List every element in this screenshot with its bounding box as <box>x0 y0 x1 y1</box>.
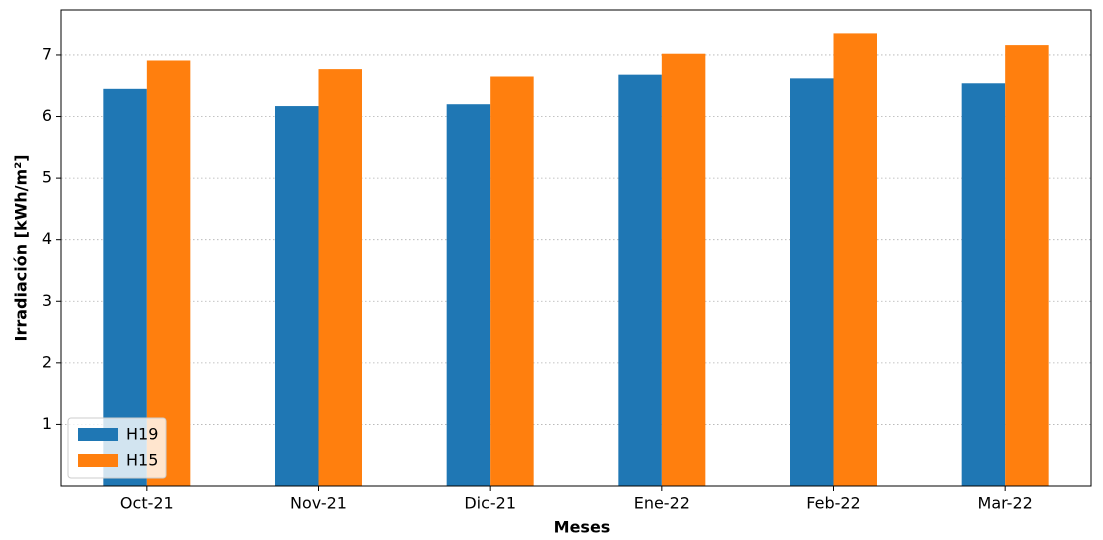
legend-swatch <box>78 428 118 441</box>
bar <box>446 104 491 486</box>
y-tick-label: 6 <box>42 106 52 125</box>
bar <box>1005 45 1049 487</box>
y-tick-label: 5 <box>42 168 52 187</box>
x-tick-label: Nov-21 <box>290 494 347 513</box>
bar <box>790 78 834 487</box>
x-tick-label: Ene-22 <box>634 494 690 513</box>
bar <box>318 69 362 486</box>
bar <box>490 76 534 487</box>
plot-frame <box>60 9 1092 487</box>
y-tick-label: 3 <box>42 291 52 310</box>
legend-label: H19 <box>126 425 158 444</box>
bar <box>961 83 1006 486</box>
x-tick-label: Mar-22 <box>978 494 1033 513</box>
y-tick-label: 4 <box>42 229 52 248</box>
y-tick-label: 1 <box>42 414 52 433</box>
x-tick-label: Dic-21 <box>464 494 516 513</box>
bar <box>833 33 877 486</box>
bar <box>275 106 319 486</box>
x-tick-label: Feb-22 <box>806 494 860 513</box>
y-tick-label: 2 <box>42 352 52 371</box>
legend-swatch <box>78 454 118 467</box>
legend-label: H15 <box>126 451 158 470</box>
bar <box>661 53 706 486</box>
y-axis-label: Irradiación [kWh/m²] <box>12 154 31 341</box>
bar <box>146 60 191 487</box>
x-axis-label: Meses <box>554 518 611 537</box>
y-tick-label: 7 <box>42 44 52 63</box>
x-tick-label: Oct-21 <box>120 494 174 513</box>
bar <box>618 74 662 487</box>
